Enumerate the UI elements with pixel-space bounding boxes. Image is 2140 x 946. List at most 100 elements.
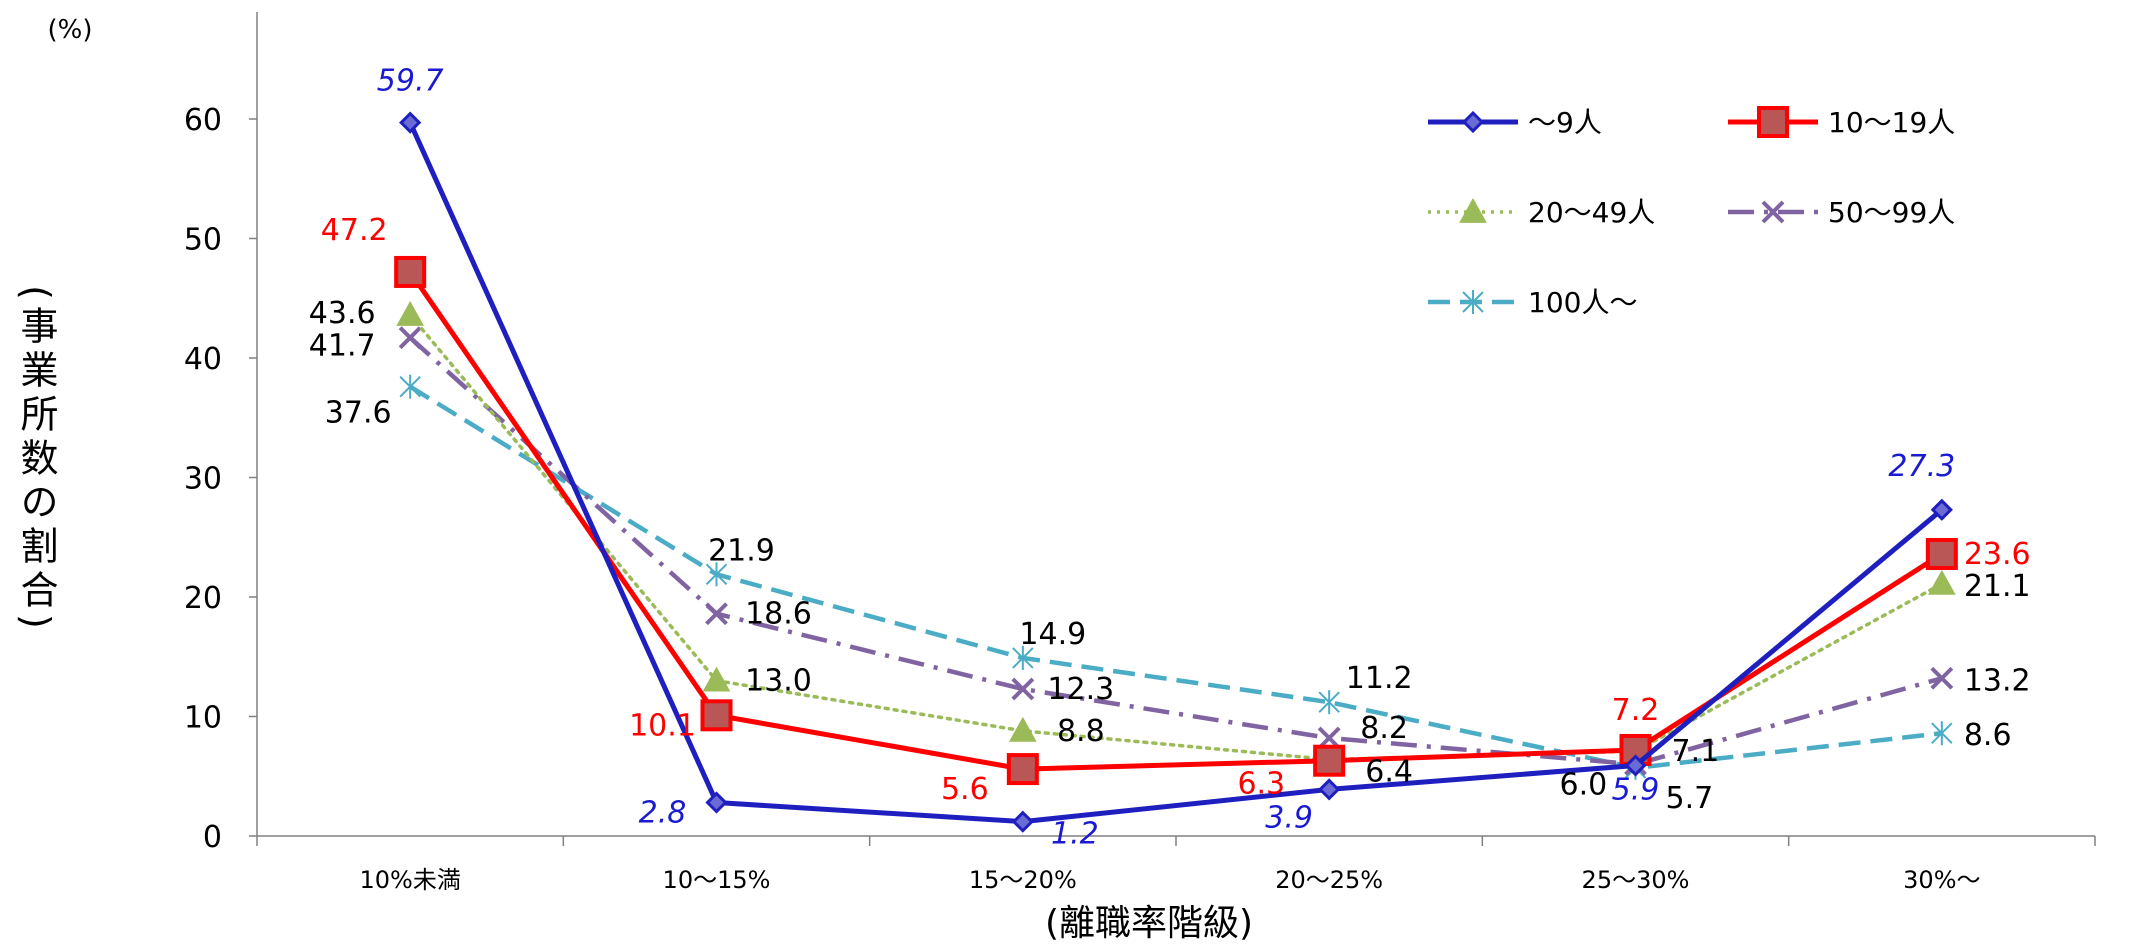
data-point-diamond	[399, 111, 422, 134]
data-label: 2.8	[639, 796, 687, 831]
data-label: 41.7	[309, 329, 376, 364]
data-label: 6.3	[1237, 767, 1285, 802]
data-label: 7.2	[1612, 693, 1660, 728]
y-tick-label: 30	[184, 462, 222, 497]
legend-label: 〜9人	[1528, 106, 1602, 139]
x-tick-label: 10%未満	[359, 866, 460, 894]
data-label: 13.0	[745, 664, 812, 699]
data-point-x	[398, 326, 422, 350]
data-point-diamond	[1930, 498, 1953, 521]
data-label: 47.2	[321, 213, 388, 248]
data-point-square	[394, 255, 427, 288]
data-label: 6.0	[1560, 767, 1608, 802]
data-label: 5.7	[1666, 781, 1714, 816]
series-layer	[394, 111, 1958, 833]
y-tick-label: 20	[184, 581, 222, 616]
data-label: 8.2	[1360, 711, 1408, 746]
data-point-square	[1313, 744, 1346, 777]
legend: 〜9人 10〜19人 20〜49人 50〜99人 100人〜	[1428, 106, 1955, 319]
data-point-asterisk	[1318, 690, 1340, 715]
data-label: 7.1	[1672, 734, 1720, 769]
data-point-asterisk	[1931, 721, 1953, 746]
data-label: 23.6	[1964, 537, 2031, 572]
data-point-diamond	[1011, 810, 1034, 833]
y-tick-label: 50	[184, 223, 222, 258]
legend-label: 50〜99人	[1828, 196, 1955, 229]
data-label: 8.6	[1964, 718, 2012, 753]
data-point-square	[700, 699, 733, 732]
series-line	[407, 121, 1944, 825]
data-label: 14.9	[1019, 617, 1086, 652]
series-0	[399, 111, 1953, 833]
data-label: 10.1	[629, 708, 696, 743]
data-label: 8.8	[1057, 714, 1105, 749]
y-unit-label: (%)	[48, 15, 93, 45]
data-point-asterisk	[399, 374, 421, 399]
data-point-diamond	[1461, 110, 1485, 134]
series-1	[394, 255, 1958, 786]
data-label: 21.9	[708, 533, 775, 568]
data-label: 5.9	[1612, 772, 1660, 807]
legend-item: 〜9人	[1428, 106, 1602, 139]
data-labels: 59.7 2.8 1.2 3.9 5.9 27.3 47.2 10.1 5.6 6.3 7.2 23.…	[309, 64, 2031, 852]
data-label: 18.6	[745, 597, 812, 632]
legend-item: 100人〜	[1428, 286, 1637, 319]
y-tick-label: 40	[184, 342, 222, 377]
y-tick-label: 0	[203, 820, 222, 855]
data-label: 43.6	[309, 296, 376, 331]
data-point-x	[1317, 726, 1341, 750]
legend-label: 10〜19人	[1828, 106, 1955, 139]
legend-label: 20〜49人	[1528, 196, 1655, 229]
axes: 0 10 20 30 40 50 60 10%未満 10〜15% 15〜20% 20〜25% 25〜3…	[14, 12, 2096, 944]
data-label: 1.2	[1051, 817, 1099, 852]
data-point-square	[1006, 753, 1039, 786]
x-axis-title: (離職率階級)	[1045, 903, 1253, 944]
data-point-square	[1925, 537, 1958, 570]
data-point-triangle	[396, 300, 425, 326]
x-tick-label: 10〜15%	[663, 866, 771, 894]
legend-label: 100人〜	[1528, 286, 1637, 319]
series-2	[396, 300, 1956, 771]
data-point-x-stroke	[1317, 726, 1341, 750]
data-label: 11.2	[1346, 661, 1413, 696]
x-tick-label: 20〜25%	[1275, 866, 1383, 894]
data-point-x-stroke	[1011, 677, 1035, 701]
series-3	[398, 326, 1954, 776]
data-label: 3.9	[1265, 800, 1313, 835]
data-label: 5.6	[941, 772, 989, 807]
data-label: 12.3	[1047, 672, 1114, 707]
x-tick-label: 15〜20%	[969, 866, 1077, 894]
y-tick-label: 60	[184, 103, 222, 138]
data-point-square	[1757, 106, 1789, 138]
y-axis-title: (事業所数の割合)	[14, 285, 58, 635]
data-label: 21.1	[1964, 569, 2031, 604]
data-point-x-stroke	[1761, 200, 1785, 224]
data-label: 6.4	[1365, 755, 1413, 790]
data-point-diamond	[705, 791, 728, 814]
data-point-x	[1011, 677, 1035, 701]
data-point-x-stroke	[1930, 666, 1954, 690]
data-point-triangle	[1008, 716, 1037, 742]
data-point-x	[1930, 666, 1954, 690]
legend-item: 50〜99人	[1728, 196, 1955, 229]
legend-item: 10〜19人	[1728, 106, 1955, 139]
series-line	[408, 313, 1944, 762]
data-label: 37.6	[325, 396, 392, 431]
data-point-asterisk	[705, 562, 728, 587]
data-label: 27.3	[1888, 449, 1955, 484]
x-tick-label: 25〜30%	[1582, 866, 1690, 894]
data-label: 59.7	[377, 64, 444, 99]
data-point-triangle	[1927, 569, 1956, 595]
data-point-asterisk	[1462, 290, 1484, 314]
data-point-x	[705, 602, 728, 626]
y-tick-label: 10	[184, 701, 222, 736]
data-label: 13.2	[1964, 663, 2031, 698]
data-point-diamond	[1624, 754, 1647, 777]
data-point-asterisk	[1012, 645, 1034, 670]
x-tick-label: 30%〜	[1903, 866, 1980, 894]
data-point-triangle	[1459, 197, 1487, 223]
legend-item: 20〜49人	[1428, 196, 1655, 229]
data-point-diamond	[1318, 778, 1341, 801]
data-point-triangle	[702, 666, 731, 692]
